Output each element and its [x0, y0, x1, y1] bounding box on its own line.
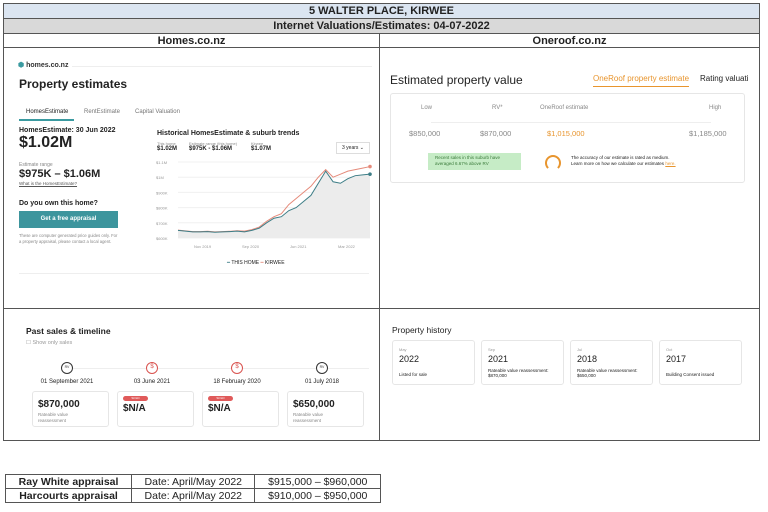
rv-icon: RV [61, 362, 73, 374]
page-subtitle: Internet Valuations/Estimates: 04-07-202… [3, 18, 760, 34]
what-link[interactable]: What is the HomesEstimate? [19, 181, 78, 186]
sale-icon: $ [146, 362, 158, 374]
sold-badge: SOLD [208, 396, 233, 401]
gauge-icon [545, 155, 561, 171]
appraisal-table: Ray White appraisal Date: April/May 2022 $… [4, 474, 381, 503]
stat-value: $1.07M [251, 146, 272, 152]
y-tick-label: $600K [156, 236, 168, 241]
scale-value: $870,000 [480, 129, 512, 138]
y-tick-label: $700K [156, 221, 168, 226]
page-title: 5 WALTER PLACE, KIRWEE [3, 3, 760, 19]
y-tick-label: $1M [156, 175, 164, 180]
range-label: Estimate range [19, 162, 53, 168]
scale-label: High [709, 105, 722, 111]
rv-icon: RV [316, 362, 328, 374]
rv-note: Recent sales in this suburb have average… [428, 153, 521, 170]
chart-title: Historical HomesEstimate & suburb trends [157, 130, 300, 137]
end-point [368, 172, 372, 176]
sale-date: 18 February 2020 [213, 379, 261, 385]
homes-logo: ⬢ homes.co.nz [18, 62, 69, 69]
period-select[interactable]: 3 years ⌄ [336, 142, 370, 154]
list-item[interactable]: $870,000 Rateable value reassessment [32, 391, 109, 427]
accuracy-text: The accuracy of our estimate is rated as… [571, 155, 676, 166]
y-tick-label: $1.1M [156, 160, 167, 165]
end-point [368, 164, 372, 169]
y-tick-label: $900K [156, 190, 168, 195]
list-item[interactable]: $650,000 Rateable value reassessment [287, 391, 364, 427]
scale-value: $850,000 [409, 129, 441, 138]
table-row: Ray White appraisal Date: April/May 2022 $… [4, 474, 381, 489]
tab-oneroof-estimate[interactable]: OneRoof property estimate [593, 74, 690, 87]
x-tick-label: Nov 2019 [194, 244, 212, 249]
sale-value: $870,000 [38, 399, 80, 410]
y-tick-label: $800K [156, 206, 168, 211]
x-tick-label: Mar 2022 [338, 244, 356, 249]
column-header-homes: Homes.co.nz [3, 33, 380, 48]
line-this-home [177, 170, 371, 233]
sale-icon: $ [231, 362, 243, 374]
tab-rating-valuation[interactable]: Rating valuati [700, 74, 749, 83]
here-link[interactable]: here. [665, 161, 676, 166]
heading: Estimated property value [390, 73, 523, 87]
scale-label: RV* [492, 105, 503, 111]
sale-date: 01 September 2021 [40, 379, 94, 385]
legend-this-home: THIS HOME [231, 260, 260, 266]
area-this-home [178, 171, 370, 238]
list-item: May 2022 Listed for sale [392, 340, 475, 385]
heading: Property estimates [19, 77, 128, 91]
scale-value: $1,015,000 [547, 129, 585, 138]
range-value: $975K – $1.06M [19, 168, 101, 180]
trend-chart: $600K $700K $800K $900K $1M $1.1M Nov 2019 Sep … [156, 160, 372, 249]
homes-panel: ⬢ homes.co.nz Property estimates HomesEs… [3, 47, 380, 309]
stat-label: Kirwee [251, 141, 264, 146]
tab-rentestimate[interactable]: RentEstimate [84, 109, 121, 115]
column-header-oneroof: Oneroof.co.nz [379, 33, 760, 48]
stat-label: Estimate range (this home) [189, 141, 238, 146]
x-tick-label: Sep 2020 [242, 244, 260, 249]
property-history-panel: Property history May 2022 Listed for sal… [379, 308, 760, 441]
scale-label: OneRoof estimate [540, 105, 589, 111]
sale-value: $N/A [123, 403, 146, 414]
sale-desc: Rateable value reassessment [38, 412, 69, 423]
own-question: Do you own this home? [19, 200, 98, 207]
disclaimer: These are computer generated price guide… [19, 233, 118, 244]
stat-label: This home [157, 141, 176, 146]
show-only-sales-checkbox[interactable]: ☐ Show only sales [26, 340, 73, 346]
scale-label: Low [421, 105, 433, 111]
sale-date: 01 July 2018 [304, 379, 340, 385]
appraisal-button[interactable]: Get a free appraisal [19, 211, 118, 228]
estimate-label: HomesEstimate: 30 Jun 2022 [19, 127, 116, 134]
stat-value: $975K - $1.06M [189, 146, 233, 152]
legend: ━ THIS HOME ━ KIRWEE [227, 260, 285, 266]
list-item: Jul 2018 Rateable value reassessment: $6… [570, 340, 653, 385]
tab-homesestimate[interactable]: HomesEstimate [26, 109, 69, 115]
estimate-value: $1.02M [19, 134, 73, 151]
sale-value: $N/A [208, 403, 231, 414]
tab-capital-valuation[interactable]: Capital Valuation [135, 109, 180, 115]
oneroof-panel: Estimated property value OneRoof propert… [379, 47, 760, 309]
x-tick-label: Jun 2021 [290, 244, 307, 249]
sale-desc: Rateable value reassessment [293, 412, 324, 423]
list-item[interactable]: SOLD $N/A [117, 391, 194, 427]
list-item: Oct 2017 Building Consent issued [659, 340, 742, 385]
heading: Past sales & timeline [26, 326, 111, 336]
scale-value: $1,185,000 [689, 129, 727, 138]
stat-value: $1.02M [157, 146, 178, 152]
legend-kirwee: KIRWEE [264, 260, 285, 266]
list-item[interactable]: SOLD $N/A [202, 391, 279, 427]
sale-value: $650,000 [293, 399, 335, 410]
past-sales-panel: Past sales & timeline ☐ Show only sales … [3, 308, 380, 441]
sold-badge: SOLD [123, 396, 148, 401]
list-item: Sep 2021 Rateable value reassessment: $8… [481, 340, 564, 385]
sale-date: 03 June 2021 [133, 379, 171, 385]
heading: Property history [392, 325, 452, 335]
table-row: Harcourts appraisal Date: April/May 2022 $… [4, 488, 381, 503]
